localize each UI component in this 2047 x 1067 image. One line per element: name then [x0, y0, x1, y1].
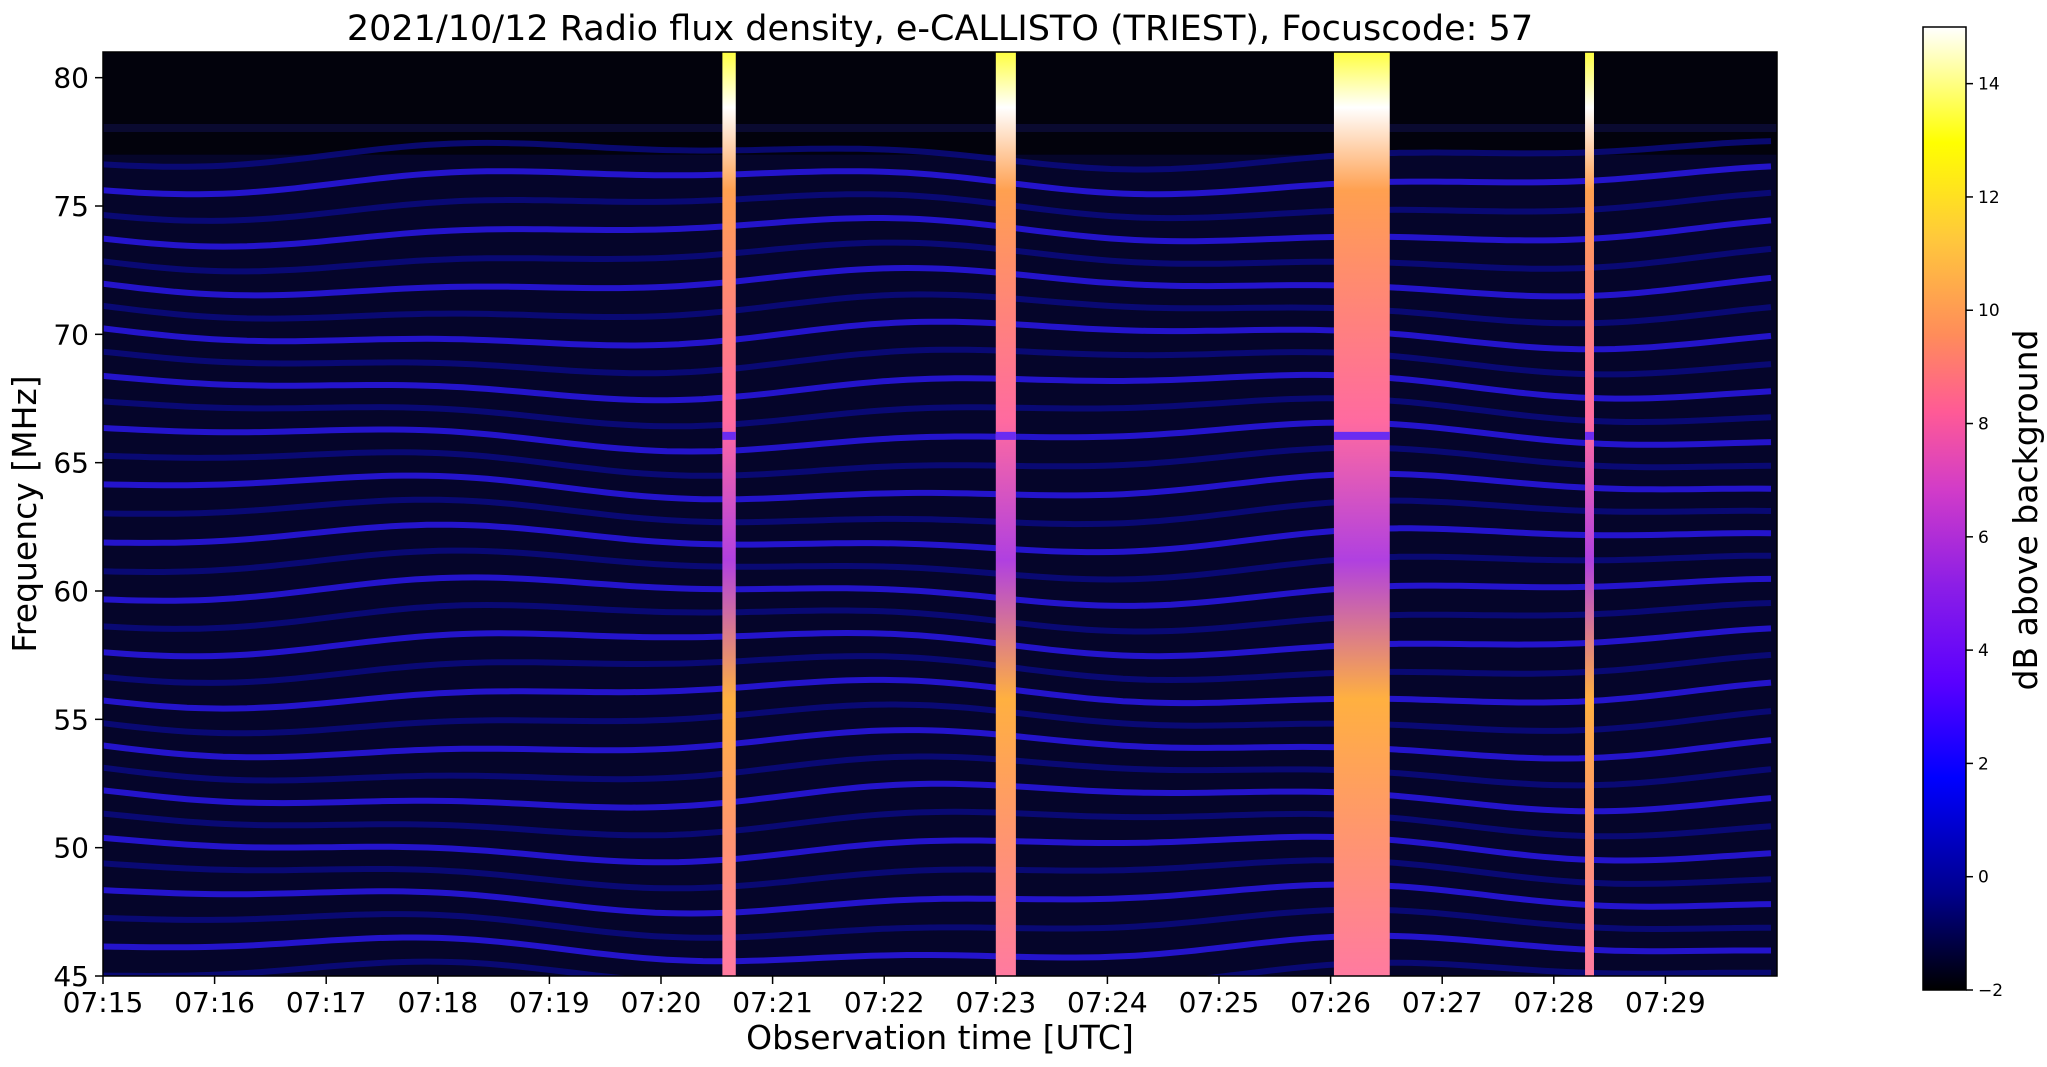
- emission-stripe: [103, 291, 1772, 327]
- emission-stripes: [103, 52, 1777, 976]
- burst-absorption-line: [1333, 431, 1390, 440]
- x-tick-label: 07:27: [1402, 986, 1483, 1019]
- emission-stripe: [103, 470, 1772, 503]
- y-tick-label: 65: [53, 447, 89, 480]
- colorbar-tick-label: −2: [1978, 981, 2003, 1001]
- x-tick-label: 07:20: [621, 986, 702, 1019]
- emission-stripe: [103, 932, 1771, 965]
- colorbar-tick-label: 12: [1978, 188, 2000, 208]
- emission-stripe: [103, 496, 1772, 528]
- colorbar: 14 12 10 8 6 4 2 0 −2 dB above background: [1922, 26, 2045, 1001]
- x-tick-label: 07:18: [397, 986, 478, 1019]
- emission-stripe: [103, 958, 1772, 976]
- x-tick-label: 07:29: [1625, 986, 1706, 1019]
- x-tick-label: 07:16: [174, 986, 255, 1019]
- plot-background: [103, 52, 1777, 976]
- y-tick-label: 80: [53, 62, 89, 95]
- y-tick-label: 45: [53, 960, 89, 993]
- colorbar-tick-label: 8: [1978, 415, 1989, 435]
- plot-area: [103, 52, 1777, 976]
- chart-title: 2021/10/12 Radio flux density, e-CALLIST…: [347, 9, 1533, 49]
- emission-stripe: [103, 395, 1772, 430]
- emission-stripe: [103, 163, 1772, 198]
- burst-column: [995, 52, 1016, 976]
- x-tick-label: 07:19: [509, 986, 590, 1019]
- emission-stripe: [103, 906, 1772, 941]
- y-tick-label: 75: [53, 190, 89, 223]
- colorbar-label: dB above background: [2006, 330, 2045, 691]
- emission-stripe: [103, 215, 1772, 250]
- upper-quiet-band: [103, 52, 1777, 155]
- emission-stripe: [103, 701, 1772, 737]
- burst-absorption-line: [722, 431, 736, 440]
- colorbar-tick-label: 10: [1978, 301, 2000, 321]
- burst-column: [1585, 52, 1594, 976]
- burst-column: [722, 52, 736, 976]
- burst-absorption-line: [1585, 431, 1594, 440]
- emission-stripe: [103, 189, 1772, 224]
- plot-frame: [102, 51, 1778, 977]
- emission-stripe: [103, 346, 1772, 378]
- burst-columns: [722, 52, 1594, 976]
- y-tick-label: 60: [53, 575, 89, 608]
- x-tick-label: 07:15: [63, 986, 144, 1019]
- colorbar-tick-label: 14: [1978, 75, 2000, 95]
- x-tick-label: 07:25: [1179, 986, 1260, 1019]
- emission-stripe: [103, 239, 1772, 275]
- emission-stripe: [103, 600, 1772, 635]
- emission-stripe: [103, 808, 1772, 840]
- interference-band: [103, 124, 1777, 132]
- emission-stripe: [103, 318, 1772, 353]
- emission-stripe: [103, 727, 1772, 762]
- emission-stripe: [103, 574, 1772, 609]
- x-tick-label: 07:22: [844, 986, 925, 1019]
- emission-stripe: [103, 521, 1772, 556]
- emission-stripe: [103, 780, 1772, 815]
- x-axis: 07:15 07:16 07:17 07:18 07:19 07:20 07:21 07:22…: [63, 976, 1706, 1019]
- y-tick-label: 70: [53, 318, 89, 351]
- burst-column: [1333, 52, 1390, 976]
- colorbar-tick-label: 0: [1978, 868, 1989, 888]
- emission-stripe: [103, 444, 1772, 479]
- emission-stripe: [103, 857, 1772, 892]
- y-axis: 45 50 55 60 65 70 75 80: [53, 62, 103, 993]
- colorbar-tick-label: 2: [1978, 754, 1989, 774]
- emission-stripe: [103, 651, 1772, 686]
- emission-stripe: [103, 833, 1772, 866]
- emission-stripe: [103, 264, 1772, 300]
- emission-stripe: [103, 547, 1771, 583]
- x-tick-label: 07:17: [286, 986, 367, 1019]
- colorbar-gradient: [1922, 26, 1967, 991]
- y-tick-label: 55: [53, 703, 89, 736]
- colorbar-tick-label: 6: [1978, 528, 1989, 548]
- emission-stripe: [103, 371, 1772, 404]
- x-axis-label: Observation time [UTC]: [746, 1018, 1134, 1057]
- colorbar-tick-label: 4: [1978, 641, 1989, 661]
- y-axis-label: Frequency [MHz]: [5, 375, 44, 652]
- x-tick-label: 07:21: [732, 986, 813, 1019]
- colorbar-ticks: 14 12 10 8 6 4 2 0 −2: [1966, 75, 2003, 1001]
- emission-stripe: [103, 881, 1772, 917]
- emission-stripe: [103, 625, 1772, 660]
- y-tick-label: 50: [53, 832, 89, 865]
- x-tick-label: 07:23: [955, 986, 1036, 1019]
- emission-stripe: [103, 419, 1772, 455]
- x-tick-label: 07:24: [1067, 986, 1148, 1019]
- x-tick-label: 07:26: [1290, 986, 1371, 1019]
- emission-stripe: [103, 138, 1772, 173]
- burst-absorption-line: [995, 431, 1016, 440]
- x-tick-label: 07:28: [1513, 986, 1594, 1019]
- emission-stripe: [103, 676, 1772, 712]
- emission-stripe: [103, 753, 1772, 789]
